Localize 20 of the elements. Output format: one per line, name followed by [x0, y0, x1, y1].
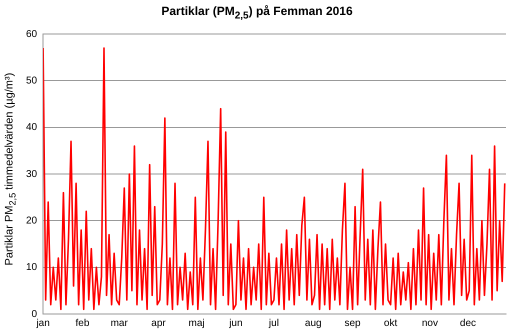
y-tick-label: 10: [26, 262, 38, 274]
x-tick-label: jun: [228, 318, 243, 329]
y-tick-label: 60: [26, 28, 38, 40]
y-tick-label: 0: [32, 308, 38, 320]
x-tick-label: aug: [304, 318, 322, 329]
y-tick-label: 40: [26, 122, 38, 134]
x-tick-label: okt: [384, 318, 398, 329]
x-tick-label: mar: [110, 318, 128, 329]
x-tick-label: jul: [268, 318, 279, 329]
y-tick-label: 20: [26, 215, 38, 226]
x-tick-label: apr: [151, 318, 166, 329]
x-tick-label: feb: [75, 318, 90, 329]
x-tick-label: maj: [188, 318, 205, 329]
y-tick-label: 30: [26, 168, 38, 180]
x-tick-label: nov: [422, 318, 438, 329]
x-tick-label: jan: [35, 318, 50, 329]
x-tick-label: sep: [344, 318, 362, 329]
x-tick-label: dec: [460, 318, 476, 329]
chart-title: Partiklar (PM$_{2,5}$) på Femman 2016: [160, 4, 354, 22]
y-tick-label: 50: [26, 75, 38, 86]
